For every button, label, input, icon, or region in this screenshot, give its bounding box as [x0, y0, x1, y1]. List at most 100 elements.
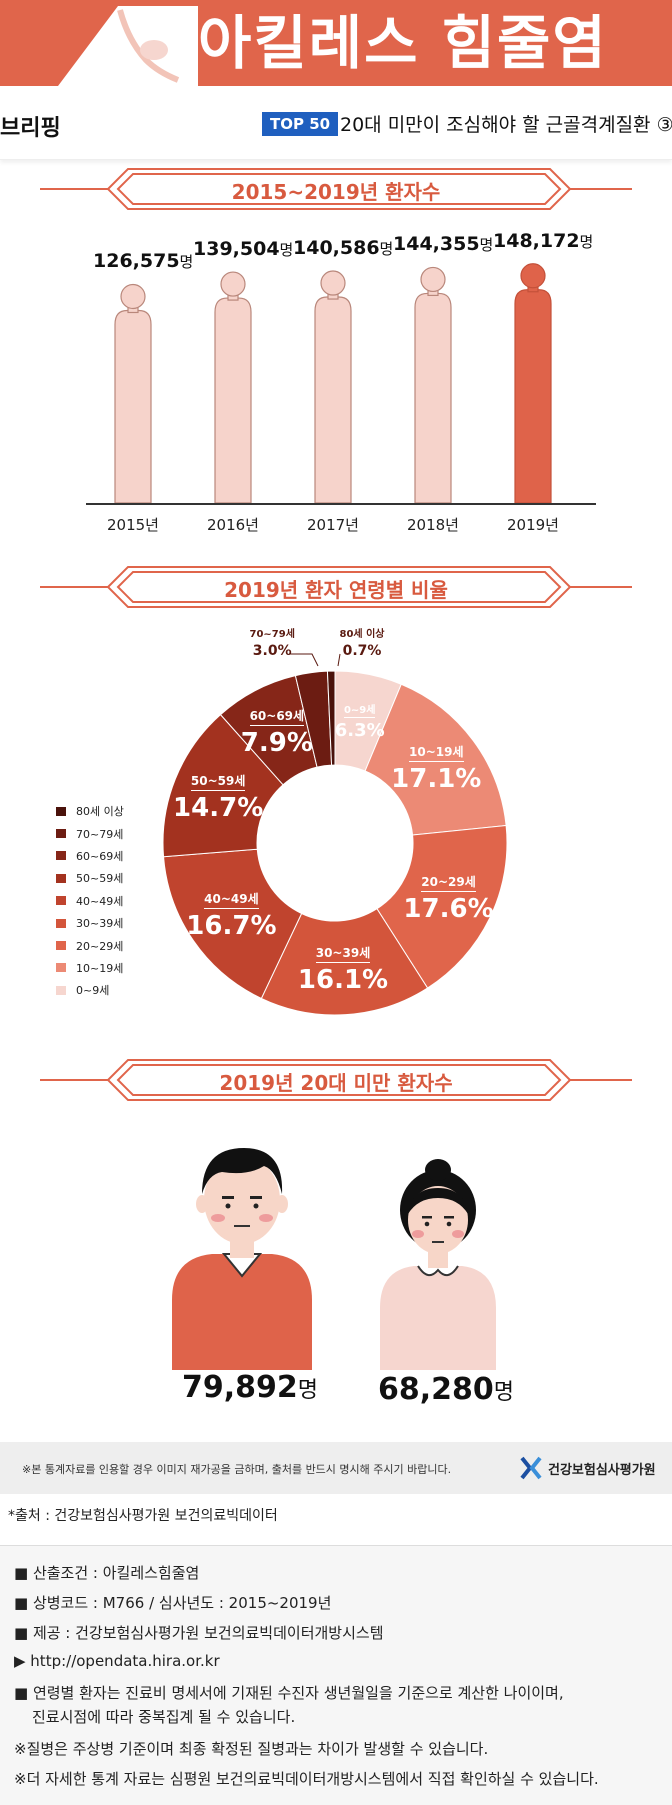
info-condition: ■ 산출조건 : 아킬레스힘줄염	[14, 1564, 200, 1582]
donut-slice-50~59세	[162, 713, 284, 858]
patient-count-unit: 명	[179, 253, 194, 272]
info-disease-note: ※질병은 주상병 기준이며 최종 확정된 질병과는 차이가 발생할 수 있습니다…	[14, 1740, 489, 1758]
source-text: *출처 : 건강보험심사평가원 보건의료빅데이터	[8, 1508, 278, 1524]
donut-label-age: 20~29세	[421, 873, 476, 893]
donut-label-30~39세: 30~39세 16.1%	[298, 942, 388, 995]
patient-figure-bar-2019년	[514, 263, 552, 504]
legend-label: 70~79세	[76, 827, 124, 841]
legend-label: 80세 이상	[76, 805, 124, 819]
legend-swatch	[56, 829, 66, 839]
header-banner: 아킬레스 힘줄염	[0, 0, 672, 86]
patient-count-unit: 명	[579, 232, 594, 251]
donut-label-age: 10~19세	[409, 743, 464, 763]
male-count: 79,892명	[182, 1370, 318, 1405]
legend-item-40~49세: 40~49세	[56, 890, 124, 912]
donut-label-percent: 6.3%	[334, 719, 385, 741]
donut-label-percent: 14.7%	[173, 792, 264, 823]
female-count-unit: 명	[493, 1380, 515, 1405]
male-count-value: 79,892	[182, 1370, 298, 1405]
donut-slice-80세 이상	[326, 670, 336, 766]
ribbon-shape	[40, 168, 632, 210]
legend-item-0~9세: 0~9세	[56, 979, 124, 1001]
donut-label-age: 70~79세	[249, 628, 295, 640]
donut-label-60~69세: 60~69세 7.9%	[241, 705, 313, 758]
donut-slice-10~19세	[364, 683, 507, 836]
legend-item-10~19세: 10~19세	[56, 957, 124, 979]
legend-label: 50~59세	[76, 872, 124, 886]
leader-line-70-79	[290, 653, 319, 667]
copyright-note: ※본 통계자료를 인용할 경우 이미지 재가공을 금하며, 출처를 반드시 명시…	[22, 1463, 452, 1476]
donut-label-70~79세: 70~79세 3.0%	[250, 622, 295, 659]
donut-label-percent: 16.7%	[186, 911, 277, 942]
legend-item-80세 이상: 80세 이상	[56, 800, 124, 822]
donut-label-80세 이상: 80세 이상 0.7%	[340, 622, 385, 659]
legend-label: 40~49세	[76, 894, 124, 908]
legend-swatch	[56, 851, 66, 861]
brief-title: 20대 미만이 조심해야 할 근골격계질환 ③	[340, 114, 672, 136]
donut-label-percent: 16.1%	[297, 965, 389, 996]
hira-logo-icon	[520, 1456, 542, 1480]
info-more-note: ※더 자세한 통계 자료는 심평원 보건의료빅데이터개방시스템에서 직접 확인하…	[14, 1770, 599, 1788]
legend-label: 20~29세	[76, 939, 124, 953]
patient-count-unit: 명	[279, 241, 294, 260]
patient-figure-bar-2018년	[414, 266, 452, 504]
patient-count-value: 126,575	[93, 250, 180, 273]
donut-label-40~49세: 40~49세 16.7%	[186, 888, 276, 941]
legend-item-30~39세: 30~39세	[56, 912, 124, 934]
patient-count-label-2016년: 139,504명	[193, 238, 293, 260]
year-tick-label: 2017년	[307, 516, 359, 534]
info-age-note-cont: 진료시점에 따라 중복집계 될 수 있습니다.	[32, 1708, 296, 1726]
patients-figure-chart	[114, 263, 552, 504]
age-donut-chart	[162, 653, 508, 1016]
patient-count-label-2018년: 144,355명	[393, 233, 493, 255]
donut-label-age: 40~49세	[204, 890, 259, 910]
patient-count-value: 148,172	[493, 229, 580, 252]
donut-legend: 80세 이상 70~79세 60~69세 50~59세 40~49세 30~39세 20~2…	[56, 800, 124, 1002]
legend-item-50~59세: 50~59세	[56, 867, 124, 889]
donut-label-20~29세: 20~29세 17.6%	[403, 871, 493, 924]
patient-count-value: 140,586	[293, 237, 380, 260]
year-tick-label: 2019년	[507, 516, 559, 534]
legend-label: 60~69세	[76, 849, 124, 863]
year-tick-label: 2018년	[407, 516, 459, 534]
info-provider: ■ 제공 : 건강보험심사평가원 보건의료빅데이터개방시스템	[14, 1624, 384, 1642]
legend-item-20~29세: 20~29세	[56, 934, 124, 956]
patient-count-label-2017년: 140,586명	[293, 237, 393, 259]
leader-line-80	[337, 653, 341, 667]
info-age-note: ■ 연령별 환자는 진료비 명세서에 기재된 수진자 생년월일을 기준으로 계산…	[14, 1684, 564, 1702]
top50-badge: TOP 50	[262, 112, 339, 136]
male-patient-illustration	[172, 1148, 312, 1370]
donut-label-percent: 17.6%	[403, 894, 494, 925]
copyright-note-bar: ※본 통계자료를 인용할 경우 이미지 재가공을 금하며, 출처를 반드시 명시…	[0, 1442, 672, 1494]
donut-label-percent: 0.7%	[342, 642, 382, 659]
patient-figure-bar-2015년	[114, 283, 152, 504]
brief-bar: 브리핑 TOP 50 20대 미만이 조심해야 할 근골격계질환 ③	[0, 86, 672, 160]
page-title: 아킬레스 힘줄염	[198, 9, 608, 77]
female-count: 68,280명	[378, 1372, 514, 1407]
donut-label-10~19세: 10~19세 17.1%	[391, 741, 481, 794]
hira-logo: 건강보험심사평가원	[520, 1456, 656, 1480]
ribbon-patients: 2015~2019년 환자수	[0, 166, 672, 212]
donut-label-percent: 3.0%	[252, 642, 292, 659]
donut-slice-40~49세	[163, 848, 303, 1000]
legend-swatch	[56, 873, 66, 883]
brief-label: 브리핑	[0, 116, 61, 141]
donut-label-50~59세: 50~59세 14.7%	[173, 770, 263, 823]
legend-swatch	[56, 985, 66, 995]
donut-label-percent: 17.1%	[391, 764, 482, 795]
ribbon-shape	[40, 1059, 632, 1101]
info-link[interactable]: ▶ http://opendata.hira.or.kr	[14, 1652, 220, 1670]
ribbon-shape	[40, 566, 632, 608]
legend-swatch	[56, 806, 66, 816]
legend-swatch	[56, 941, 66, 951]
legend-item-60~69세: 60~69세	[56, 845, 124, 867]
patient-count-label-2019년: 148,172명	[493, 230, 593, 252]
info-code: ■ 상병코드 : M766 / 심사년도 : 2015~2019년	[14, 1594, 332, 1612]
ribbon-under20: 2019년 20대 미만 환자수	[0, 1057, 672, 1103]
donut-label-age: 60~69세	[249, 707, 305, 726]
patients-section-title: 2015~2019년 환자수	[231, 180, 441, 204]
donut-label-percent: 7.9%	[240, 727, 313, 758]
chart-baseline	[86, 503, 596, 505]
heel-illustration	[58, 6, 198, 86]
info-box: ■ 산출조건 : 아킬레스힘줄염 ■ 상병코드 : M766 / 심사년도 : …	[0, 1545, 672, 1805]
